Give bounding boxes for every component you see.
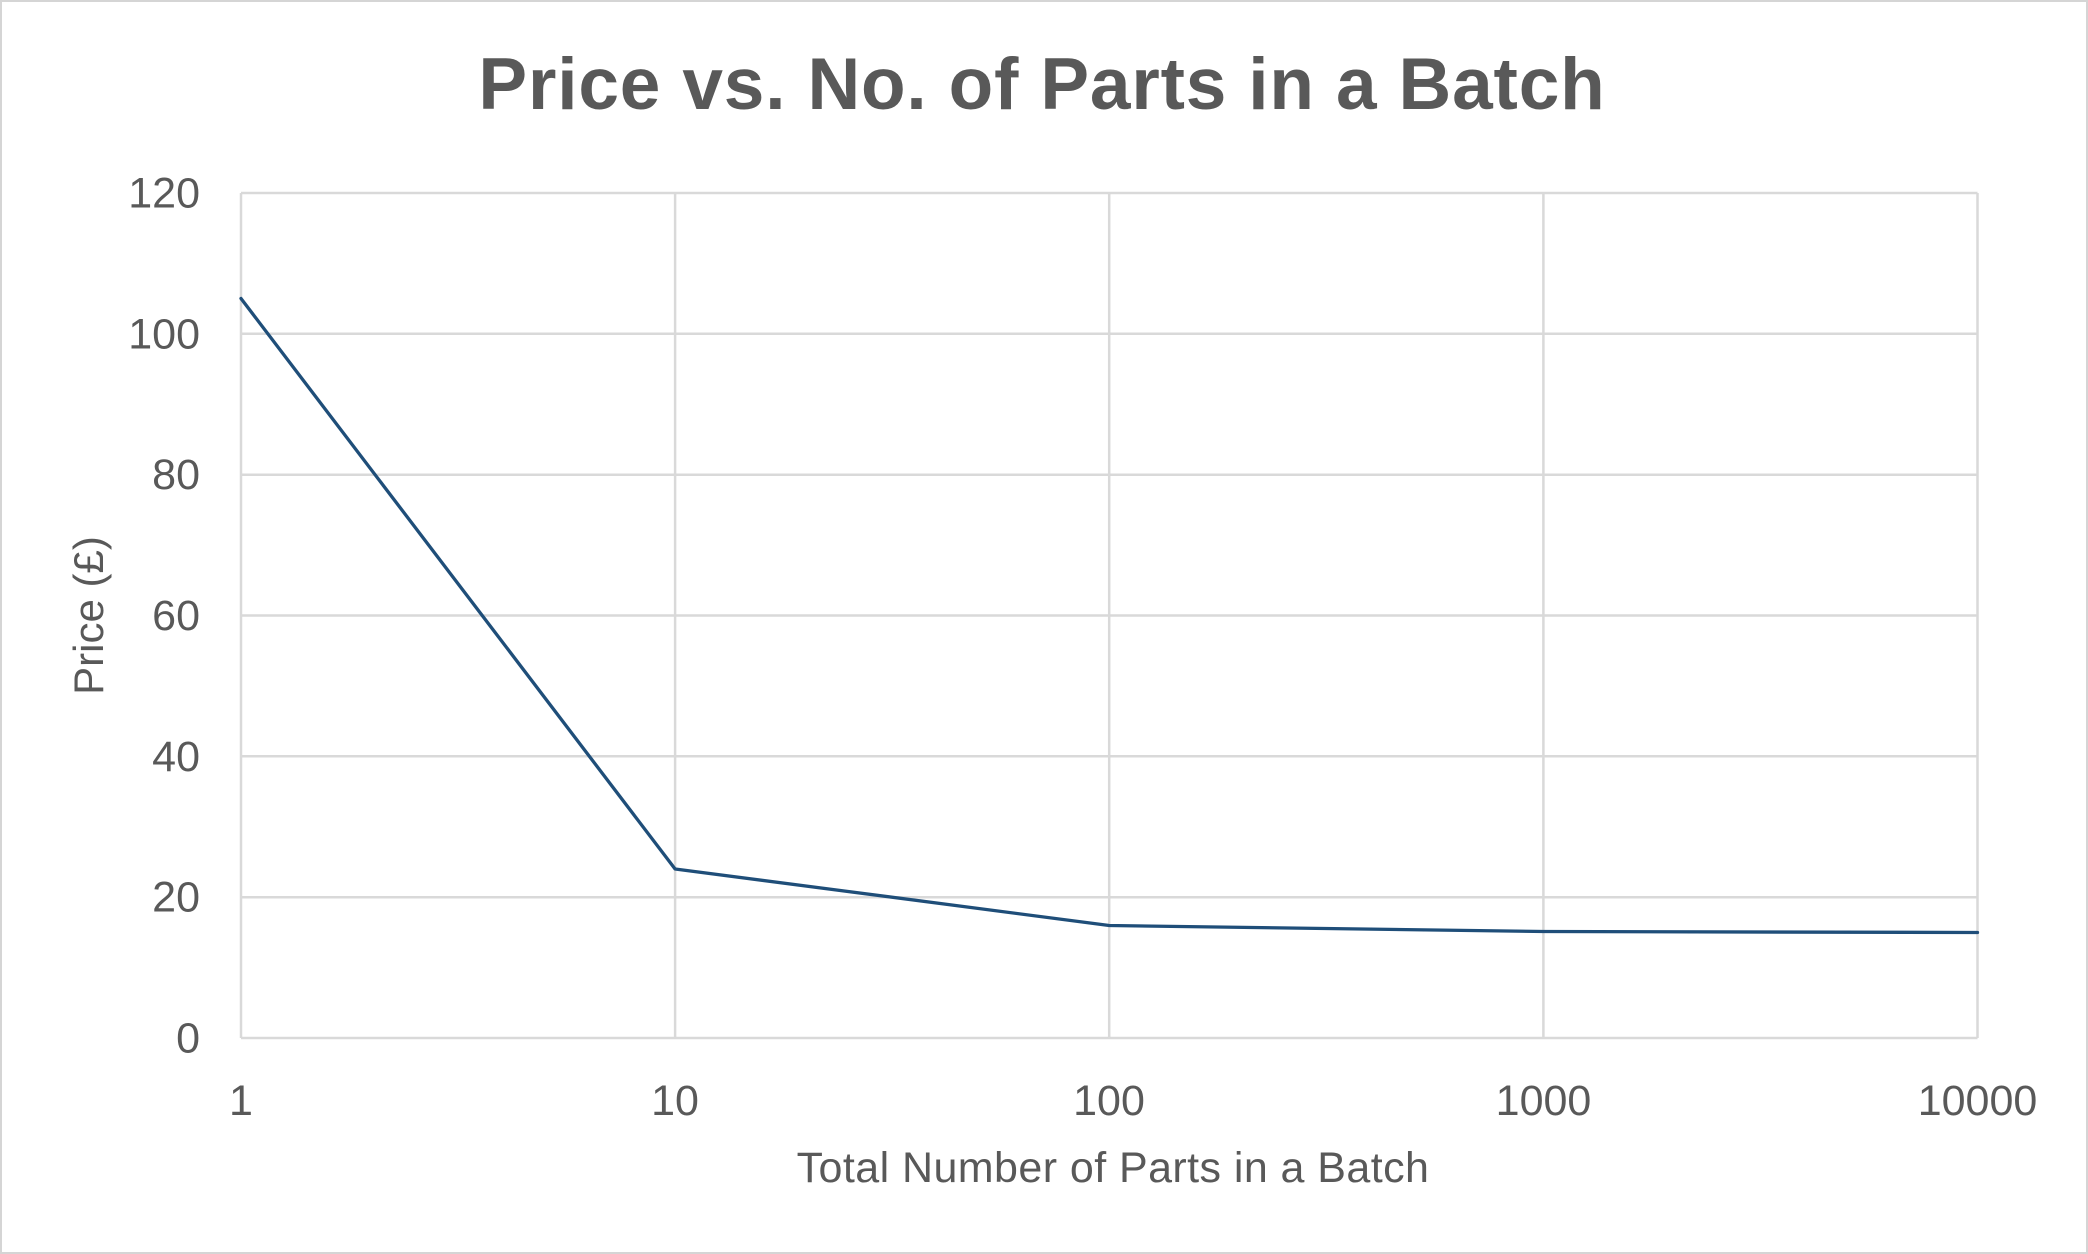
- svg-text:100: 100: [128, 310, 200, 358]
- svg-text:0: 0: [176, 1015, 200, 1063]
- svg-text:1: 1: [229, 1077, 253, 1125]
- svg-text:120: 120: [128, 170, 200, 218]
- svg-text:10000: 10000: [1918, 1077, 2038, 1125]
- svg-text:1000: 1000: [1496, 1077, 1592, 1125]
- svg-text:20: 20: [152, 874, 200, 922]
- svg-text:100: 100: [1073, 1077, 1145, 1125]
- svg-text:80: 80: [152, 451, 200, 499]
- svg-text:Price vs. No. of Parts in a Ba: Price vs. No. of Parts in a Batch: [478, 44, 1605, 125]
- svg-text:60: 60: [152, 592, 200, 640]
- svg-text:Total Number of Parts in a Bat: Total Number of Parts in a Batch: [797, 1144, 1430, 1192]
- svg-text:10: 10: [651, 1077, 699, 1125]
- svg-text:Price (£): Price (£): [65, 536, 112, 695]
- svg-text:40: 40: [152, 733, 200, 781]
